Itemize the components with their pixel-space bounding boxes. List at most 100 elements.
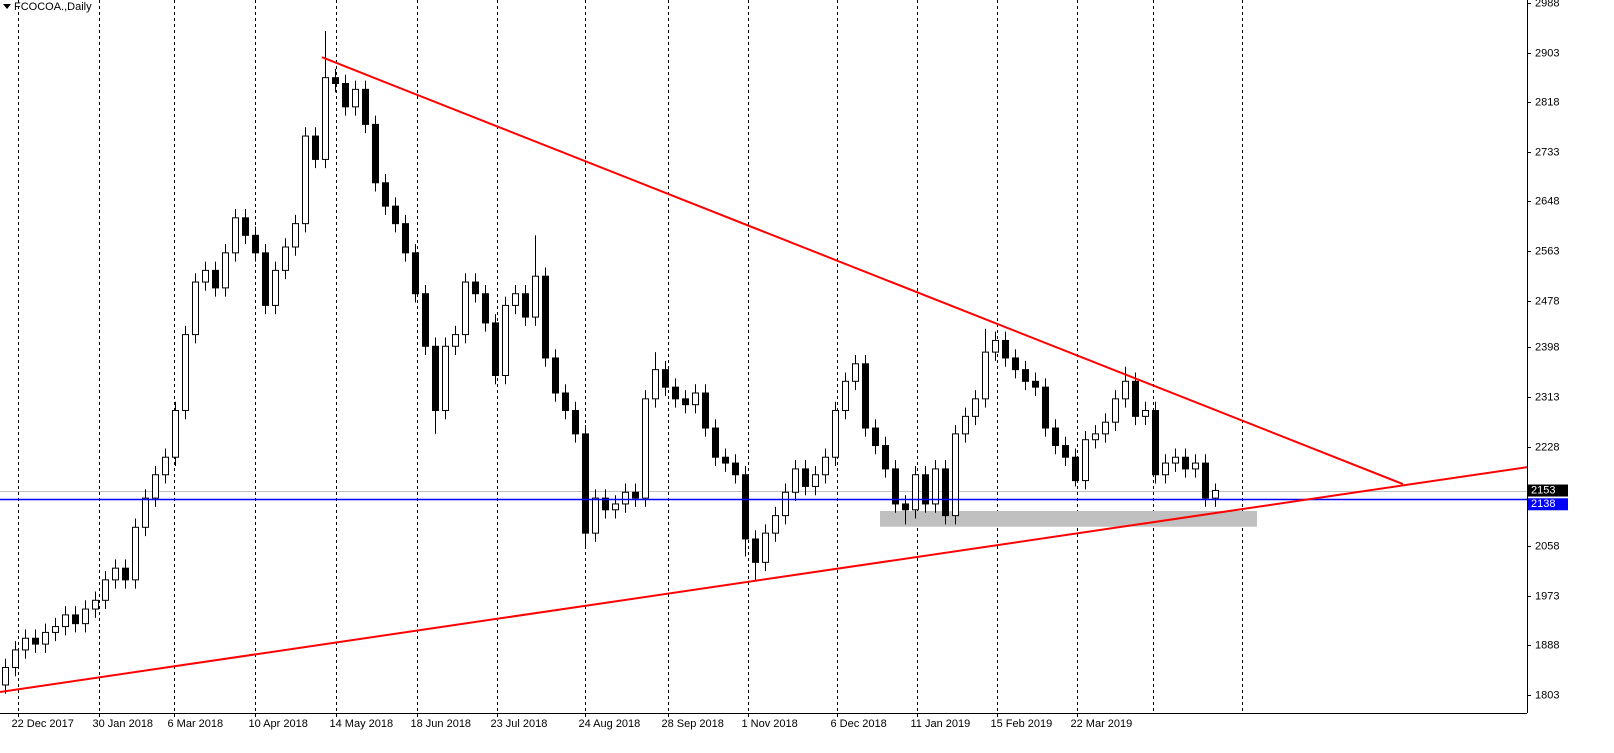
candle-body — [1072, 456, 1079, 482]
support-zone — [880, 510, 1257, 527]
candle-body — [872, 427, 879, 447]
candle-body — [222, 252, 229, 289]
candle-body — [252, 234, 259, 254]
candle-body — [62, 614, 69, 628]
candle-body — [602, 497, 609, 511]
x-tick-label: 1 Nov 2018 — [742, 718, 798, 730]
candle-body — [112, 567, 119, 581]
candle-body — [272, 269, 279, 306]
candle-body — [1162, 462, 1169, 476]
candle-body — [692, 392, 699, 406]
candle-body — [862, 363, 869, 429]
y-tick-label: 1888 — [1535, 639, 1559, 651]
candle-body — [262, 252, 269, 306]
x-tick-label: 6 Mar 2018 — [168, 718, 224, 730]
candle-body — [972, 398, 979, 417]
candle-body — [42, 631, 49, 645]
candle-body — [1192, 462, 1199, 470]
candle-body — [22, 637, 29, 651]
axes: 22 Dec 2017 30 Jan 2018 6 Mar 2018 10 Apr 2… — [12, 0, 1568, 730]
candle-body — [712, 427, 719, 458]
x-tick-label: 6 Dec 2018 — [831, 718, 887, 730]
candle-body — [632, 491, 639, 499]
candle-body — [162, 456, 169, 476]
candle-body — [762, 532, 769, 563]
candle-body — [1102, 421, 1109, 435]
trendline — [321, 56, 1404, 486]
candle-body — [662, 369, 669, 388]
candle-body — [372, 123, 379, 184]
level-price-box — [1528, 498, 1568, 511]
candle-body — [422, 293, 429, 347]
candle-body — [132, 526, 139, 581]
candle-body — [452, 334, 459, 347]
candle-body — [932, 468, 939, 505]
candle-body — [12, 649, 19, 668]
y-tick-label: 2478 — [1535, 295, 1559, 307]
candle-body — [822, 456, 829, 476]
candle-body — [2, 666, 9, 686]
candle-body — [772, 515, 779, 534]
candle-body — [852, 363, 859, 382]
candle-body — [432, 345, 439, 412]
candle-body — [462, 281, 469, 336]
candle-body — [652, 369, 659, 400]
y-tick-label: 1803 — [1535, 689, 1559, 701]
y-tick-label: 2058 — [1535, 540, 1559, 552]
candle-body — [362, 88, 369, 125]
candle-body — [1082, 439, 1089, 482]
candle-body — [1092, 433, 1099, 441]
candle-body — [72, 614, 79, 625]
candle-body — [592, 497, 599, 534]
candle-body — [442, 345, 449, 412]
x-tick-label: 11 Jan 2019 — [911, 718, 971, 730]
candle-body — [172, 410, 179, 458]
y-tick-label: 2988 — [1535, 0, 1559, 9]
candle-body — [542, 275, 549, 359]
y-tick-label: 2313 — [1535, 391, 1559, 403]
candle-body — [322, 77, 329, 160]
x-tick-label: 30 Jan 2018 — [93, 718, 154, 730]
candle-body — [292, 223, 299, 248]
candle-body — [882, 445, 889, 470]
candle-body — [672, 386, 679, 400]
candle-body — [752, 538, 759, 563]
candle-body — [92, 599, 99, 610]
candle-body — [1012, 357, 1019, 371]
candle-body — [1152, 410, 1159, 476]
candle-body — [562, 392, 569, 412]
candle-body — [142, 497, 149, 528]
candle-body — [472, 281, 479, 295]
candle-body — [482, 293, 489, 324]
candle-body — [492, 322, 499, 376]
candle-body — [1052, 427, 1059, 447]
candle-body — [412, 252, 419, 295]
x-tick-label: 22 Mar 2019 — [1071, 718, 1133, 730]
level-price-label: 2138 — [1531, 498, 1555, 510]
y-tick-label: 2648 — [1535, 195, 1559, 207]
candle-body — [642, 398, 649, 499]
candle-body — [182, 334, 189, 412]
candle-body — [1112, 398, 1119, 423]
grid — [18, 0, 1243, 713]
candle-body — [102, 579, 109, 601]
candle-body — [522, 293, 529, 318]
candle-body — [992, 339, 999, 353]
candle-body — [902, 503, 909, 511]
candle-body — [942, 468, 949, 517]
candle-body — [952, 433, 959, 517]
candle-body — [582, 433, 589, 534]
candle-body — [282, 246, 289, 271]
candle-body — [832, 410, 839, 458]
y-tick-label: 1973 — [1535, 590, 1559, 602]
candle-body — [242, 217, 249, 236]
candle-body — [312, 135, 319, 160]
candle-body — [782, 491, 789, 517]
candle-body — [792, 468, 799, 493]
candle-body — [352, 88, 359, 108]
candle-body — [152, 474, 159, 499]
x-tick-label: 18 Jun 2018 — [411, 718, 472, 730]
candle-body — [612, 503, 619, 511]
trendline — [0, 466, 1528, 693]
